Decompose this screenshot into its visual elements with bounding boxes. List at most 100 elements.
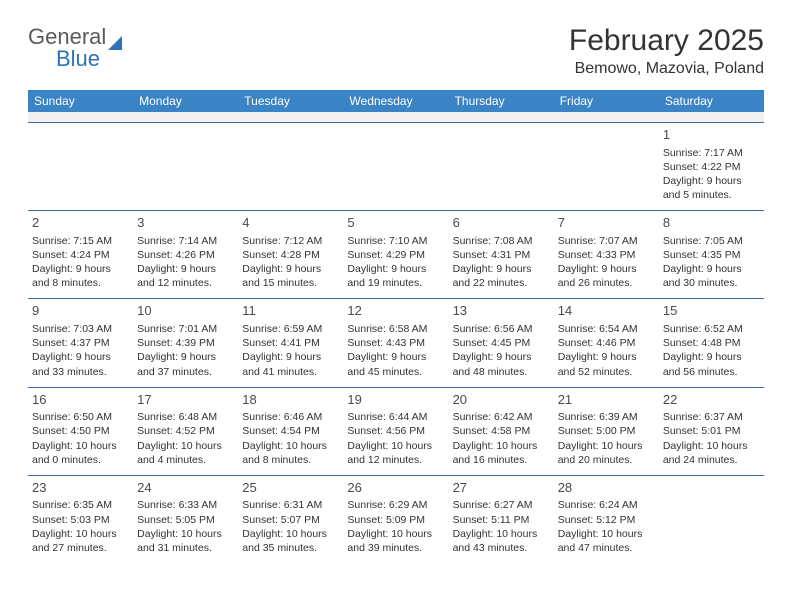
day-cell: 17Sunrise: 6:48 AMSunset: 4:52 PMDayligh…: [133, 387, 238, 475]
day-detail: Daylight: 10 hours: [32, 439, 129, 453]
day-detail: Daylight: 9 hours: [32, 350, 129, 364]
logo-triangle-icon: [108, 36, 122, 50]
day-number: 11: [242, 302, 339, 320]
day-header: Thursday: [449, 90, 554, 112]
day-detail: Sunrise: 7:14 AM: [137, 234, 234, 248]
day-detail: Sunset: 4:45 PM: [453, 336, 550, 350]
day-detail: Sunset: 5:11 PM: [453, 513, 550, 527]
day-cell: [28, 123, 133, 211]
day-cell: 19Sunrise: 6:44 AMSunset: 4:56 PMDayligh…: [343, 387, 448, 475]
day-header: Monday: [133, 90, 238, 112]
day-detail: and 27 minutes.: [32, 541, 129, 555]
day-number: 2: [32, 214, 129, 232]
day-detail: Sunrise: 6:31 AM: [242, 498, 339, 512]
week-row: 23Sunrise: 6:35 AMSunset: 5:03 PMDayligh…: [28, 475, 764, 563]
day-detail: Daylight: 9 hours: [137, 262, 234, 276]
day-detail: Sunset: 5:09 PM: [347, 513, 444, 527]
day-detail: Daylight: 10 hours: [347, 527, 444, 541]
day-cell: 13Sunrise: 6:56 AMSunset: 4:45 PMDayligh…: [449, 299, 554, 387]
day-detail: Daylight: 10 hours: [558, 527, 655, 541]
day-number: 21: [558, 391, 655, 409]
day-cell: 10Sunrise: 7:01 AMSunset: 4:39 PMDayligh…: [133, 299, 238, 387]
day-detail: and 37 minutes.: [137, 365, 234, 379]
day-detail: Sunrise: 6:33 AM: [137, 498, 234, 512]
day-detail: Sunrise: 7:05 AM: [663, 234, 760, 248]
day-detail: and 20 minutes.: [558, 453, 655, 467]
day-number: 7: [558, 214, 655, 232]
day-detail: and 8 minutes.: [32, 276, 129, 290]
header: GeneralBlue February 2025 Bemowo, Mazovi…: [28, 24, 764, 78]
day-detail: Sunset: 4:29 PM: [347, 248, 444, 262]
day-number: 27: [453, 479, 550, 497]
day-number: 25: [242, 479, 339, 497]
day-detail: and 56 minutes.: [663, 365, 760, 379]
day-detail: and 48 minutes.: [453, 365, 550, 379]
day-detail: Daylight: 9 hours: [558, 350, 655, 364]
day-detail: Sunrise: 6:35 AM: [32, 498, 129, 512]
blank-row: [28, 112, 764, 122]
day-cell: 24Sunrise: 6:33 AMSunset: 5:05 PMDayligh…: [133, 475, 238, 563]
day-cell: 3 Sunrise: 7:14 AMSunset: 4:26 PMDaylight…: [133, 211, 238, 299]
day-detail: Daylight: 9 hours: [558, 262, 655, 276]
day-detail: and 45 minutes.: [347, 365, 444, 379]
day-detail: Sunset: 4:54 PM: [242, 424, 339, 438]
day-detail: and 30 minutes.: [663, 276, 760, 290]
day-detail: and 12 minutes.: [347, 453, 444, 467]
day-number: 26: [347, 479, 444, 497]
day-cell: 9 Sunrise: 7:03 AMSunset: 4:37 PMDaylight…: [28, 299, 133, 387]
day-detail: and 8 minutes.: [242, 453, 339, 467]
day-detail: Sunset: 4:33 PM: [558, 248, 655, 262]
day-detail: Daylight: 10 hours: [137, 527, 234, 541]
day-detail: Sunset: 4:50 PM: [32, 424, 129, 438]
day-detail: Sunset: 5:01 PM: [663, 424, 760, 438]
day-detail: Daylight: 9 hours: [663, 350, 760, 364]
day-number: 20: [453, 391, 550, 409]
day-number: 4: [242, 214, 339, 232]
day-cell: 16Sunrise: 6:50 AMSunset: 4:50 PMDayligh…: [28, 387, 133, 475]
day-number: 16: [32, 391, 129, 409]
week-row: 16Sunrise: 6:50 AMSunset: 4:50 PMDayligh…: [28, 387, 764, 475]
day-detail: Daylight: 10 hours: [242, 439, 339, 453]
day-detail: Sunrise: 6:44 AM: [347, 410, 444, 424]
day-detail: Sunset: 4:37 PM: [32, 336, 129, 350]
week-row: 1Sunrise: 7:17 AMSunset: 4:22 PMDaylight…: [28, 123, 764, 211]
day-detail: Sunrise: 7:03 AM: [32, 322, 129, 336]
day-cell: [449, 123, 554, 211]
day-detail: Sunset: 4:39 PM: [137, 336, 234, 350]
week-row: 2Sunrise: 7:15 AMSunset: 4:24 PMDaylight…: [28, 211, 764, 299]
day-number: 9: [32, 302, 129, 320]
day-cell: 4Sunrise: 7:12 AMSunset: 4:28 PMDaylight…: [238, 211, 343, 299]
day-detail: Sunset: 4:56 PM: [347, 424, 444, 438]
day-header: Wednesday: [343, 90, 448, 112]
day-detail: and 22 minutes.: [453, 276, 550, 290]
day-cell: 20Sunrise: 6:42 AMSunset: 4:58 PMDayligh…: [449, 387, 554, 475]
day-detail: and 16 minutes.: [453, 453, 550, 467]
day-detail: Daylight: 9 hours: [663, 262, 760, 276]
day-detail: Sunset: 5:03 PM: [32, 513, 129, 527]
day-header: Friday: [554, 90, 659, 112]
day-detail: and 41 minutes.: [242, 365, 339, 379]
day-detail: and 4 minutes.: [137, 453, 234, 467]
day-detail: Sunrise: 6:37 AM: [663, 410, 760, 424]
day-detail: and 15 minutes.: [242, 276, 339, 290]
day-detail: Daylight: 9 hours: [453, 262, 550, 276]
day-detail: Daylight: 9 hours: [347, 262, 444, 276]
day-detail: Sunset: 4:41 PM: [242, 336, 339, 350]
day-cell: [554, 123, 659, 211]
day-number: 3: [137, 214, 234, 232]
day-cell: 22Sunrise: 6:37 AMSunset: 5:01 PMDayligh…: [659, 387, 764, 475]
day-detail: Sunset: 5:12 PM: [558, 513, 655, 527]
day-number: 17: [137, 391, 234, 409]
day-number: 6: [453, 214, 550, 232]
day-detail: Daylight: 9 hours: [242, 262, 339, 276]
day-detail: Daylight: 9 hours: [347, 350, 444, 364]
day-number: 10: [137, 302, 234, 320]
day-detail: Daylight: 9 hours: [453, 350, 550, 364]
day-header-row: Sunday Monday Tuesday Wednesday Thursday…: [28, 90, 764, 112]
day-detail: and 19 minutes.: [347, 276, 444, 290]
day-detail: Sunrise: 6:48 AM: [137, 410, 234, 424]
day-cell: 23Sunrise: 6:35 AMSunset: 5:03 PMDayligh…: [28, 475, 133, 563]
day-detail: Daylight: 10 hours: [32, 527, 129, 541]
day-detail: Sunset: 4:26 PM: [137, 248, 234, 262]
day-detail: Sunrise: 6:56 AM: [453, 322, 550, 336]
